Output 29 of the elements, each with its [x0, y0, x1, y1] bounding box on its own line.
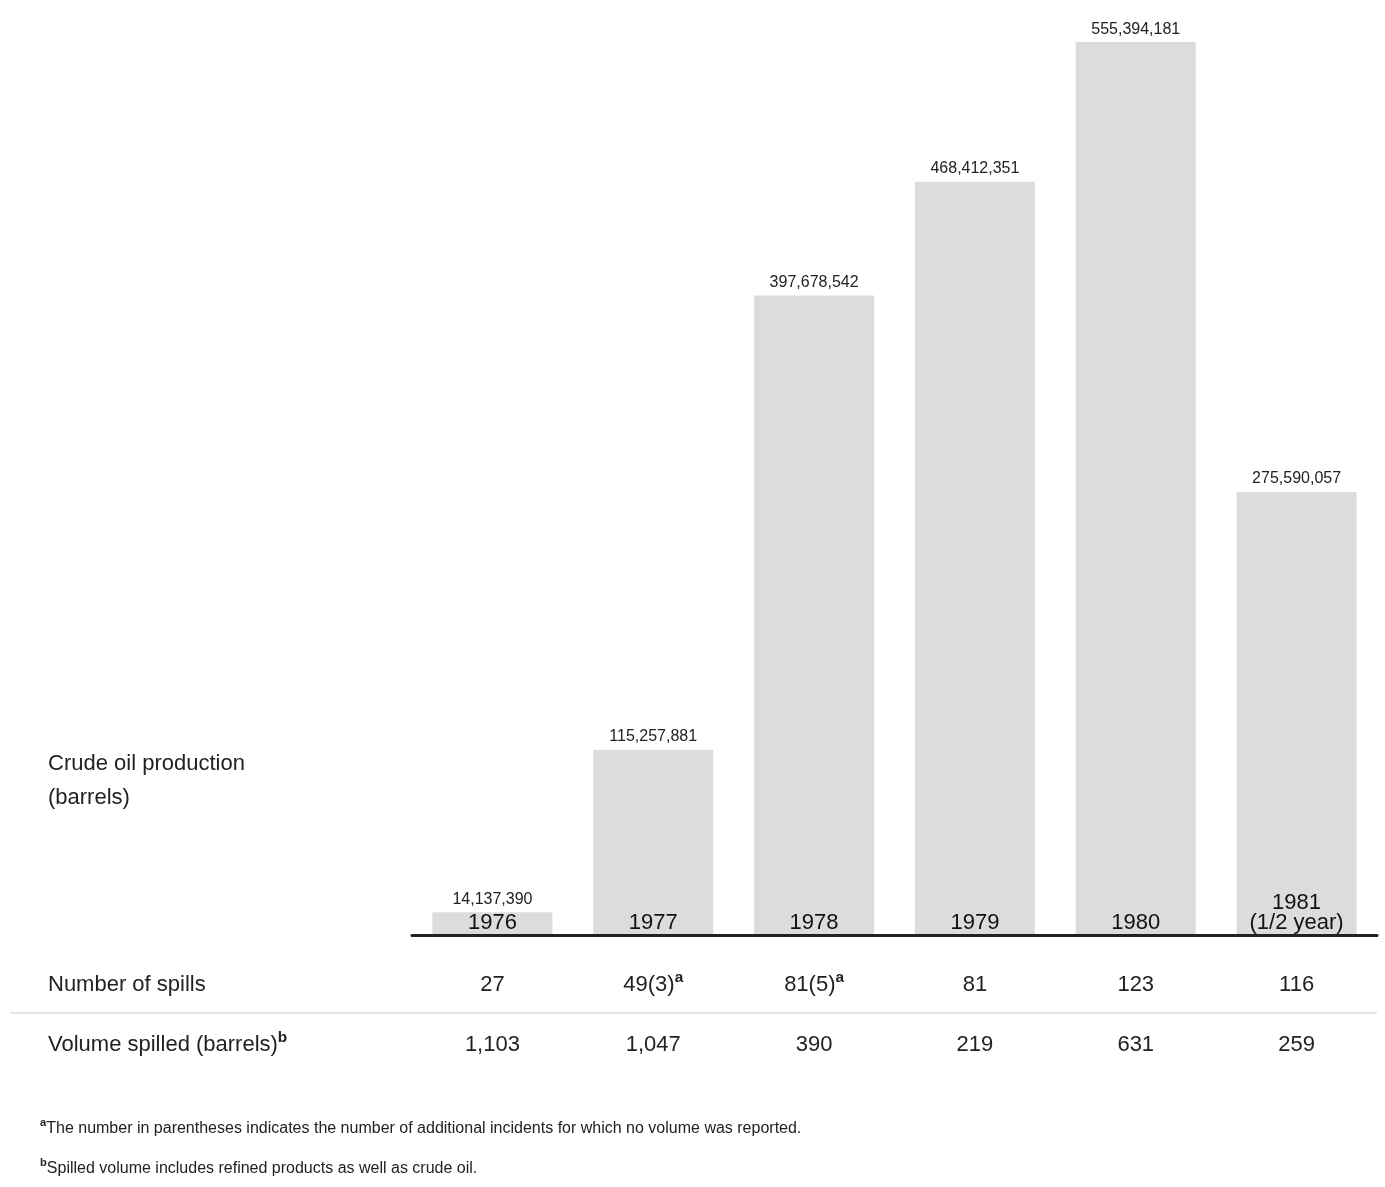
text: 259: [1278, 1030, 1315, 1056]
text: 219: [956, 1030, 994, 1056]
bar: [593, 749, 714, 935]
text: 1,103: [464, 1030, 520, 1056]
x-tick-label: 1980: [1111, 908, 1161, 934]
bar: [914, 181, 1035, 935]
x-tick-label: 1978: [789, 908, 839, 934]
text: 81: [962, 970, 988, 996]
text: 116: [1279, 970, 1315, 996]
text: 27: [480, 970, 505, 996]
text: 390: [795, 1030, 833, 1056]
bar: [1075, 42, 1196, 935]
bar: [1236, 491, 1357, 935]
data-label: 115,257,881: [609, 727, 698, 745]
data-label: 397,678,542: [769, 273, 859, 291]
data-label: 468,412,351: [930, 159, 1020, 177]
x-tick-label: 1976: [467, 908, 517, 934]
data-label: 275,590,057: [1252, 469, 1342, 487]
data-label: 555,394,181: [1091, 19, 1181, 37]
text: 123: [1117, 970, 1155, 996]
text: 1,047: [625, 1030, 681, 1056]
text: Crude oil production (barrels): [48, 749, 245, 809]
x-tick-label: 1979: [950, 908, 1000, 934]
bar: [754, 295, 875, 935]
data-label: 14,137,390: [452, 889, 533, 907]
x-tick-label: 1977: [628, 908, 678, 934]
text: 631: [1117, 1030, 1155, 1056]
x-tick-label: 1981 (1/2 year): [1249, 888, 1344, 934]
text: Number of spills: [48, 970, 206, 996]
